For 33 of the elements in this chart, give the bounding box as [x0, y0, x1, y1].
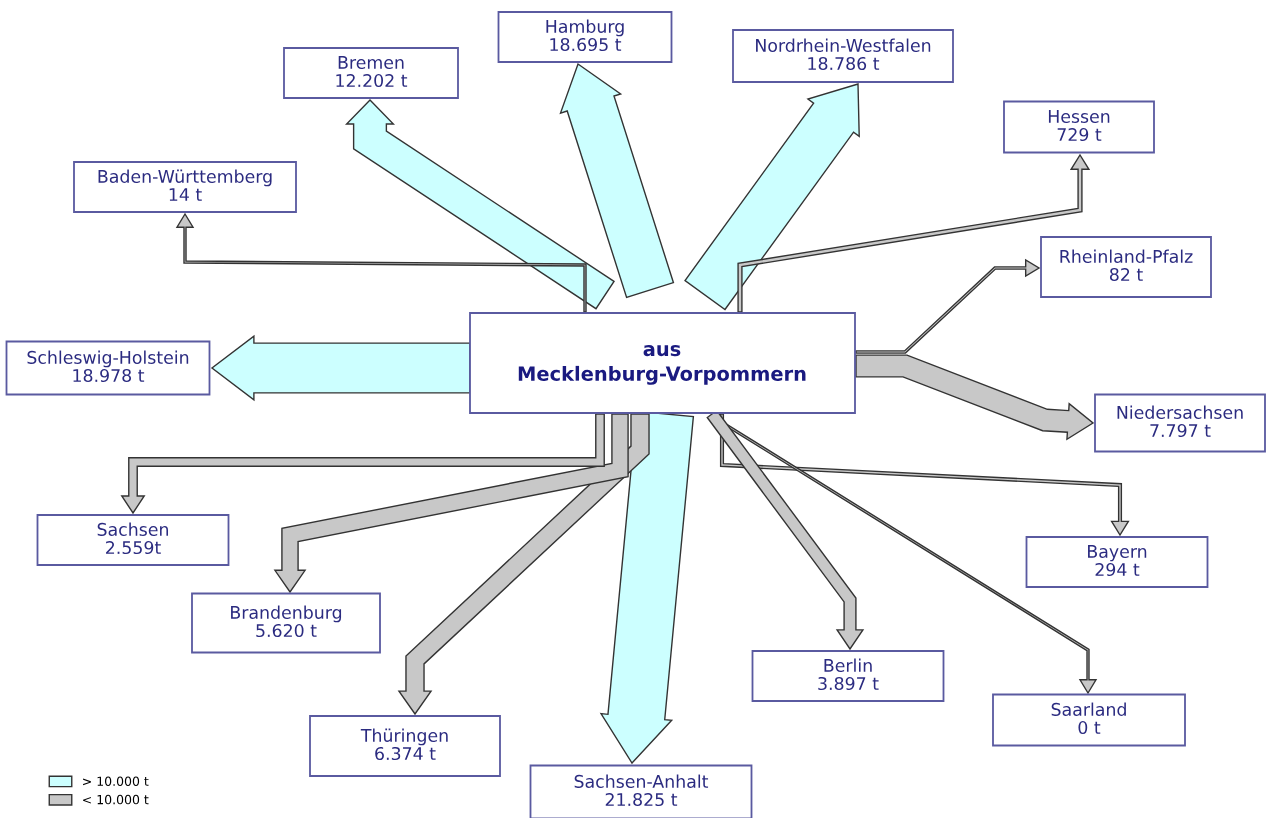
- data-label: 6.374 t: [375, 746, 436, 761]
- category-label: Baden-Württemberg: [98, 169, 272, 187]
- category-label: Bayern: [1088, 545, 1147, 562]
- data-label: 14 t: [169, 188, 202, 201]
- category-label: Schleswig-Holstein: [27, 350, 189, 368]
- category-label: Hamburg: [546, 19, 624, 37]
- category-label: Bremen: [338, 56, 404, 69]
- data-label: 18.695 t: [550, 37, 622, 52]
- legend-label: < 10.000 t: [83, 794, 149, 805]
- legend-label: > 10.000 t: [83, 776, 149, 786]
- text: aus Mecklenburg-Vorpommern: [518, 345, 806, 385]
- data-label: 3.897 t: [818, 676, 879, 691]
- data-label: 729 t: [1057, 127, 1102, 142]
- category-label: Saarland: [1051, 702, 1126, 716]
- data-label: 294 t: [1095, 562, 1140, 577]
- data-label: 5.620 t: [256, 623, 317, 638]
- category-label: Sachsen-Anhalt: [574, 774, 709, 788]
- category-label: Brandenburg: [231, 605, 342, 623]
- data-label: 12.202 t: [336, 73, 408, 88]
- data-label: 0 t: [1078, 720, 1101, 735]
- category-label: Nordrhein-Westfalen: [756, 38, 931, 52]
- category-label: Hessen: [1048, 110, 1110, 123]
- category-label: Sachsen: [97, 522, 168, 536]
- data-label: 7.797 t: [1150, 423, 1211, 438]
- category-label: Niedersachsen: [1117, 405, 1243, 419]
- category-label: Thüringen: [360, 728, 448, 746]
- data-label: 18.786 t: [808, 56, 880, 71]
- data-label: 18.978 t: [73, 368, 145, 383]
- data-label: 2.559t: [106, 540, 161, 555]
- category-label: Rheinland-Pfalz: [1060, 249, 1193, 263]
- category-label: Berlin: [824, 658, 872, 672]
- data-label: 82 t: [1109, 267, 1143, 282]
- data-label: 21.825 t: [605, 792, 678, 807]
